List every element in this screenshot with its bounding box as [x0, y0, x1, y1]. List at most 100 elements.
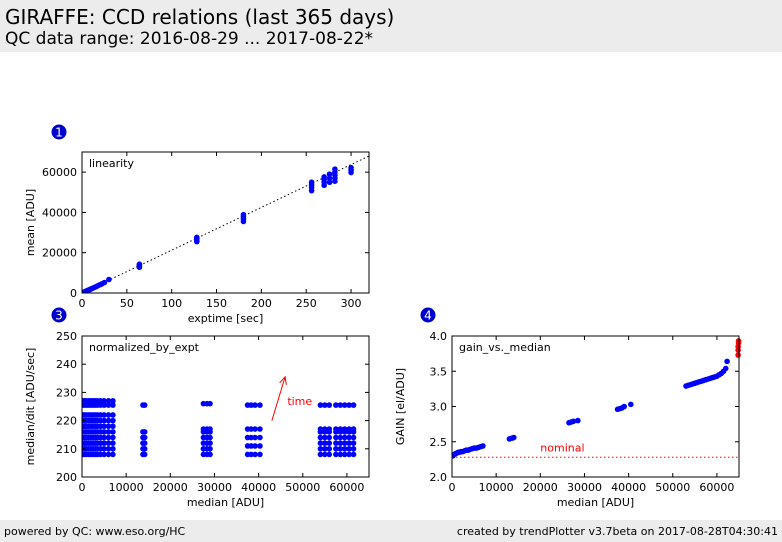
data-point — [346, 426, 352, 432]
y-axis-label: GAIN [el/ADU] — [394, 368, 407, 445]
data-point — [101, 402, 107, 408]
data-point — [350, 446, 357, 452]
plot-frame — [81, 335, 370, 478]
y-tick-label: 2.0 — [430, 471, 448, 484]
panel-number-label: 3 — [55, 309, 63, 323]
data-point — [101, 398, 107, 404]
data-point — [110, 412, 116, 418]
data-point — [333, 402, 339, 408]
data-point — [105, 412, 112, 418]
x-tick-label: 40000 — [241, 481, 276, 494]
data-point — [101, 446, 107, 452]
data-point — [141, 429, 148, 435]
data-point — [207, 400, 213, 407]
x-tick-label: 0 — [79, 481, 86, 494]
x-tick-label: 300 — [341, 297, 362, 310]
data-point — [346, 402, 352, 408]
chart-panel-3: 3 time 0 10000 20000 30000 40000 50000 60000 200 2… — [24, 307, 370, 509]
data-point — [101, 429, 107, 435]
data-point — [110, 440, 116, 446]
data-point — [207, 451, 213, 458]
x-tick-label: 10000 — [479, 481, 514, 494]
data-point — [110, 402, 116, 408]
data-point — [207, 426, 213, 432]
data-point — [321, 174, 327, 180]
nominal-label: nominal — [540, 441, 584, 454]
x-tick-label: 150 — [206, 297, 227, 310]
data-point — [101, 423, 107, 430]
report-footer: powered by QC: www.eso.org/HC created by… — [0, 520, 782, 542]
data-point — [110, 423, 116, 430]
data-point — [141, 440, 148, 446]
time-arrow-head — [279, 375, 287, 385]
panel-number-badge — [51, 307, 67, 323]
page-subtitle: QC data range: 2016-08-29 ... 2017-08-22… — [5, 29, 374, 49]
x-tick-label: 50000 — [285, 481, 320, 494]
data-point — [194, 234, 200, 241]
data-point — [350, 434, 357, 441]
data-point — [252, 426, 258, 432]
panel-title: gain_vs._median — [459, 341, 551, 354]
data-point — [105, 402, 112, 408]
panel-number-label: 4 — [424, 309, 432, 323]
data-point — [317, 440, 324, 446]
data-point — [105, 429, 112, 435]
fit-reference-line — [82, 155, 369, 293]
data-point — [105, 417, 112, 424]
data-point — [317, 446, 324, 452]
data-point — [350, 402, 357, 408]
data-point — [326, 440, 333, 446]
page-title: GIRAFFE: CCD relations (last 365 days) — [5, 5, 395, 29]
data-point — [326, 171, 333, 177]
data-point — [257, 402, 263, 408]
y-axis-label: mean [ADU] — [24, 189, 37, 256]
x-axis-label: median [ADU] — [187, 496, 264, 509]
x-tick-label: 30000 — [567, 481, 602, 494]
data-point — [337, 446, 344, 452]
y-tick-label: 230 — [56, 386, 77, 399]
data-point — [341, 440, 348, 446]
x-tick-label: 250 — [296, 297, 317, 310]
panel-number-badge — [51, 124, 67, 140]
x-tick-label: 0 — [449, 481, 456, 494]
plot-frame — [81, 151, 370, 294]
data-point — [326, 426, 333, 432]
data-point — [322, 440, 328, 446]
data-point — [110, 417, 116, 424]
data-point — [248, 402, 254, 408]
y-tick-label: 3.5 — [430, 365, 448, 378]
x-tick-label: 40000 — [611, 481, 646, 494]
data-point — [101, 451, 107, 458]
panel-title: normalized_by_expt — [89, 341, 200, 354]
data-point — [308, 179, 315, 186]
data-point — [350, 426, 357, 432]
data-point — [628, 401, 634, 408]
data-point — [332, 166, 338, 172]
data-point — [248, 451, 254, 458]
time-arrow — [271, 376, 286, 421]
data-point — [575, 417, 581, 424]
data-point — [333, 446, 339, 452]
data-point — [141, 451, 148, 458]
data-point — [101, 412, 107, 418]
x-tick-label: 0 — [79, 297, 86, 310]
y-tick-label: 20000 — [42, 247, 77, 260]
data-point — [105, 423, 112, 430]
y-tick-label: 200 — [56, 471, 77, 484]
data-point — [248, 443, 254, 449]
y-tick-label: 3.0 — [430, 401, 448, 414]
data-point — [257, 443, 263, 449]
data-point — [333, 440, 339, 446]
data-point — [570, 418, 577, 425]
data-point — [337, 451, 344, 458]
data-point — [252, 451, 258, 458]
data-point — [317, 426, 324, 432]
data-point — [207, 446, 213, 452]
data-point — [511, 434, 517, 441]
data-point — [252, 402, 258, 408]
report-header: GIRAFFE: CCD relations (last 365 days) Q… — [0, 0, 782, 52]
data-point — [322, 446, 328, 452]
time-label: time — [287, 395, 312, 408]
data-point — [326, 175, 333, 181]
